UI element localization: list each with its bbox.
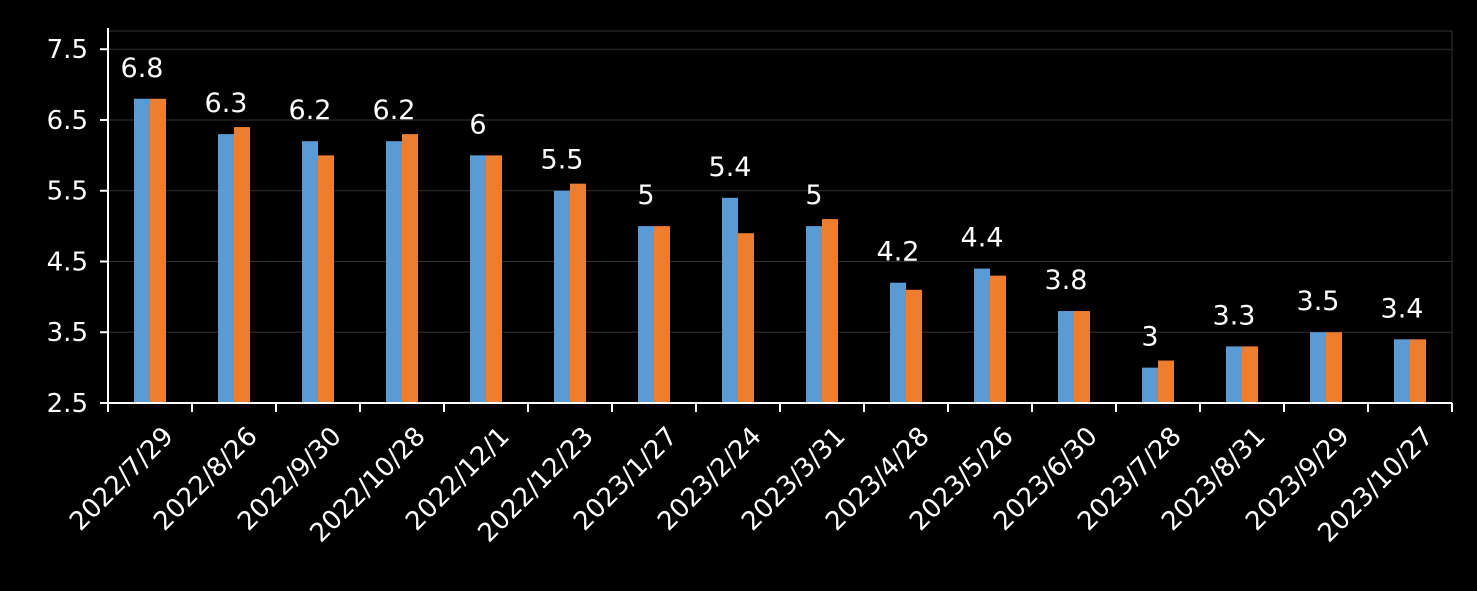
bar-series-1 bbox=[554, 190, 570, 403]
bar-layer bbox=[134, 98, 1426, 404]
bar-series-2 bbox=[738, 233, 754, 403]
data-label: 4.2 bbox=[877, 237, 920, 268]
bar-series-2 bbox=[990, 275, 1006, 403]
bar-series-1 bbox=[1394, 339, 1410, 403]
bar-series-1 bbox=[1142, 367, 1158, 403]
bar-series-2 bbox=[570, 183, 586, 403]
bar-series-1 bbox=[218, 134, 234, 403]
bar-series-1 bbox=[806, 226, 822, 403]
data-label: 5 bbox=[637, 180, 654, 211]
bar-series-1 bbox=[1310, 332, 1326, 403]
data-label: 3.3 bbox=[1213, 300, 1256, 331]
bar-series-2 bbox=[1074, 311, 1090, 403]
bar-series-1 bbox=[1058, 311, 1074, 403]
bar-series-1 bbox=[134, 98, 150, 404]
data-label: 6.2 bbox=[373, 95, 416, 126]
bar-series-2 bbox=[486, 155, 502, 403]
data-label: 4.4 bbox=[961, 223, 1004, 254]
data-label: 6 bbox=[469, 109, 486, 140]
data-label: 3.4 bbox=[1381, 293, 1424, 324]
y-tick-label: 7.5 bbox=[47, 35, 88, 65]
bar-series-1 bbox=[890, 282, 906, 403]
y-tick-label: 2.5 bbox=[47, 389, 88, 419]
bar-series-1 bbox=[302, 141, 318, 403]
data-label: 6.3 bbox=[205, 88, 248, 119]
bar-series-1 bbox=[1226, 346, 1242, 403]
axis-layer: 2.5 3.5 4.5 5.5 6.5 7.5 bbox=[47, 28, 1453, 419]
data-label: 3.5 bbox=[1297, 286, 1340, 317]
data-label: 6.2 bbox=[289, 95, 332, 126]
bar-series-2 bbox=[1158, 360, 1174, 403]
bar-series-2 bbox=[1326, 332, 1342, 403]
bar-series-2 bbox=[1410, 339, 1426, 403]
bar-series-2 bbox=[822, 219, 838, 403]
bar-series-2 bbox=[402, 134, 418, 403]
data-label: 5.4 bbox=[709, 152, 752, 183]
bar-series-2 bbox=[654, 226, 670, 403]
bar-series-2 bbox=[318, 155, 334, 403]
bar-series-2 bbox=[906, 289, 922, 403]
data-label: 5.5 bbox=[541, 145, 584, 176]
bar-series-2 bbox=[234, 127, 250, 403]
data-label: 6.8 bbox=[121, 53, 164, 84]
bar-series-1 bbox=[638, 226, 654, 403]
bar-series-2 bbox=[1242, 346, 1258, 403]
y-tick-label: 5.5 bbox=[47, 177, 88, 207]
bar-series-1 bbox=[974, 268, 990, 403]
y-tick-label: 3.5 bbox=[47, 318, 88, 348]
bar-series-1 bbox=[386, 141, 402, 403]
data-label: 3 bbox=[1141, 322, 1158, 353]
y-tick-label: 6.5 bbox=[47, 106, 88, 136]
data-label: 5 bbox=[805, 180, 822, 211]
bar-series-1 bbox=[722, 197, 738, 403]
bar-series-1 bbox=[470, 155, 486, 403]
data-label: 3.8 bbox=[1045, 265, 1088, 296]
bar-series-2 bbox=[150, 98, 166, 404]
y-tick-label: 4.5 bbox=[47, 247, 88, 277]
